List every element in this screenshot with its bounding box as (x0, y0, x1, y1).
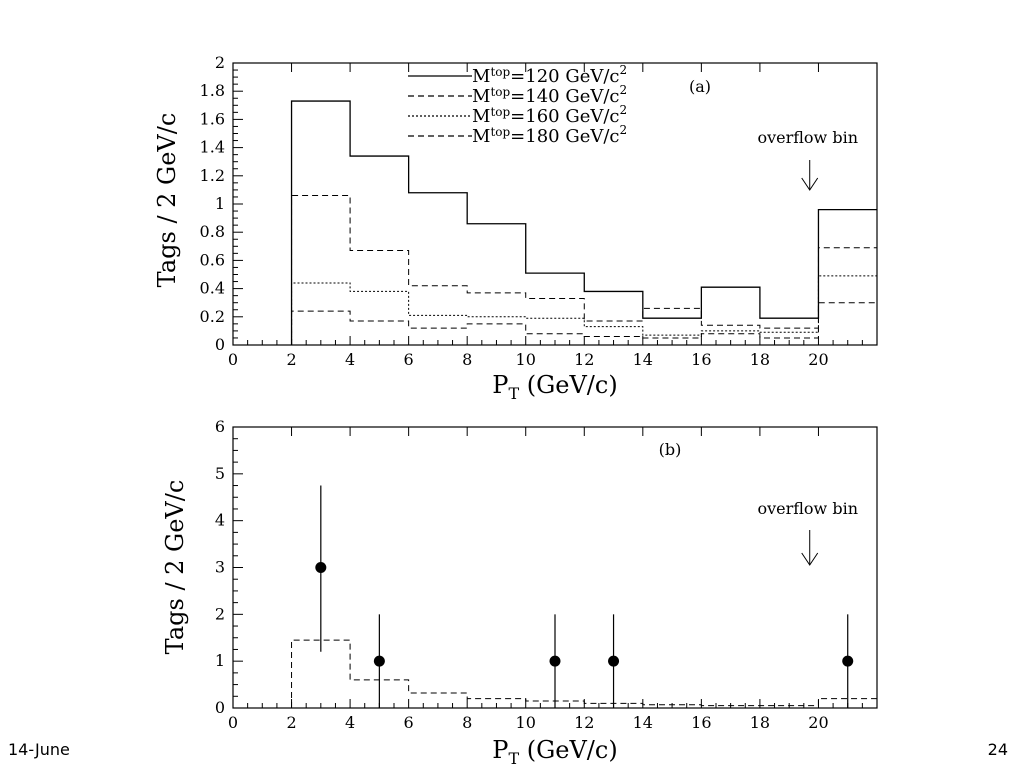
x-tick-label: 14 (633, 350, 653, 369)
y-tick-label: 0.2 (200, 307, 225, 326)
y-tick-label: 1 (215, 194, 225, 213)
data-point (608, 655, 620, 667)
x-tick-label: 16 (691, 350, 711, 369)
y-tick-label: 3 (215, 558, 225, 577)
y-tick-label: 5 (215, 464, 225, 483)
legend-entry: Mtop=120 GeV/c2 (472, 63, 627, 87)
overflow-bin-label: overflow bin (757, 128, 858, 147)
x-tick-label: 16 (691, 713, 711, 732)
x-axis-label: PT (GeV/c) (492, 736, 617, 768)
chart-panel-a: 0 2 4 6 8 10 12 14 16 18 20 0 0.2 0.4 0.6 0.8 1 1.2 1.4 1.6… (153, 53, 878, 403)
y-tick-label: 0.6 (200, 250, 225, 269)
x-tick-label: 4 (345, 713, 355, 732)
page-number: 24 (987, 740, 1008, 759)
data-point (549, 655, 561, 667)
x-tick-label: 4 (345, 350, 355, 369)
overflow-arrowhead (801, 177, 819, 191)
footer-date: 14-June (8, 740, 70, 759)
y-tick-label: 1.4 (200, 138, 225, 157)
x-tick-label: 8 (462, 350, 472, 369)
y-tick-label: 0.8 (200, 222, 225, 241)
legend-entry: Mtop=140 GeV/c2 (472, 83, 627, 107)
data-point (842, 655, 854, 667)
x-tick-label: 2 (286, 350, 296, 369)
data-point (315, 562, 327, 573)
legend-entry: Mtop=180 GeV/c2 (472, 123, 627, 147)
panel-label: (a) (689, 77, 711, 96)
y-tick-label: 0 (215, 698, 225, 717)
overflow-bin-label: overflow bin (757, 499, 858, 518)
x-tick-label: 6 (404, 350, 414, 369)
x-tick-label: 20 (808, 713, 828, 732)
y-tick-label: 1 (215, 651, 225, 670)
y-tick-label: 2 (215, 53, 225, 72)
x-tick-label: 18 (750, 713, 770, 732)
panel-label: (b) (659, 440, 682, 459)
legend-entry: Mtop=160 GeV/c2 (472, 103, 627, 127)
x-tick-label: 20 (808, 350, 828, 369)
x-axis-label: PT (GeV/c) (492, 371, 617, 403)
x-tick-label: 0 (228, 713, 238, 732)
x-tick-label: 12 (574, 713, 594, 732)
x-tick-label: 2 (286, 713, 296, 732)
series-line-4 (291, 302, 877, 345)
y-tick-label: 1.8 (200, 81, 225, 100)
y-tick-label: 6 (215, 417, 225, 436)
overflow-arrowhead (801, 552, 819, 566)
y-tick-label: 0.4 (200, 279, 225, 298)
x-tick-label: 12 (574, 350, 594, 369)
x-tick-label: 10 (516, 350, 536, 369)
y-tick-label: 1.2 (200, 166, 225, 185)
y-tick-label: 2 (215, 604, 225, 623)
series-line-1 (290, 100, 877, 345)
series-line-3 (291, 275, 877, 345)
x-tick-label: 8 (462, 713, 472, 732)
x-tick-label: 14 (633, 713, 653, 732)
x-tick-label: 6 (404, 713, 414, 732)
data-point (373, 655, 385, 667)
x-tick-label: 18 (750, 350, 770, 369)
y-tick-label: 4 (215, 511, 225, 530)
y-tick-label: 1.6 (200, 109, 225, 128)
y-axis-label: Tags / 2 GeV/c (153, 113, 181, 288)
x-tick-label: 0 (228, 350, 238, 369)
series-line-2 (291, 195, 877, 345)
y-tick-label: 0 (215, 335, 225, 354)
x-tick-label: 10 (516, 713, 536, 732)
y-axis-label: Tags / 2 GeV/c (161, 480, 189, 655)
